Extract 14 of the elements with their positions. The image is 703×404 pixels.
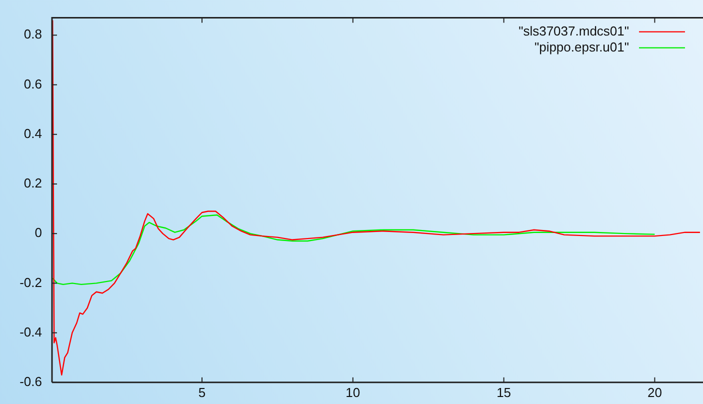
y-tick-label: -0.2: [20, 274, 42, 290]
y-tick-label: 0: [34, 225, 42, 240]
x-tick-label: 10: [346, 384, 360, 400]
legend-label: "pippo.epsr.u01": [534, 39, 630, 54]
y-tick-label: -0.6: [20, 374, 42, 389]
x-tick-label: 15: [496, 384, 512, 400]
y-tick-label: 0.2: [24, 176, 42, 191]
y-tick-label: 0.6: [24, 76, 42, 92]
x-tick-label: 5: [198, 384, 206, 400]
legend-label: "sls37037.mdcs01": [518, 23, 630, 38]
x-tick-label: 20: [647, 384, 662, 400]
y-tick-label: 0.4: [24, 126, 42, 141]
y-tick-label: -0.4: [20, 324, 42, 340]
y-tick-label: 0.8: [24, 26, 42, 42]
